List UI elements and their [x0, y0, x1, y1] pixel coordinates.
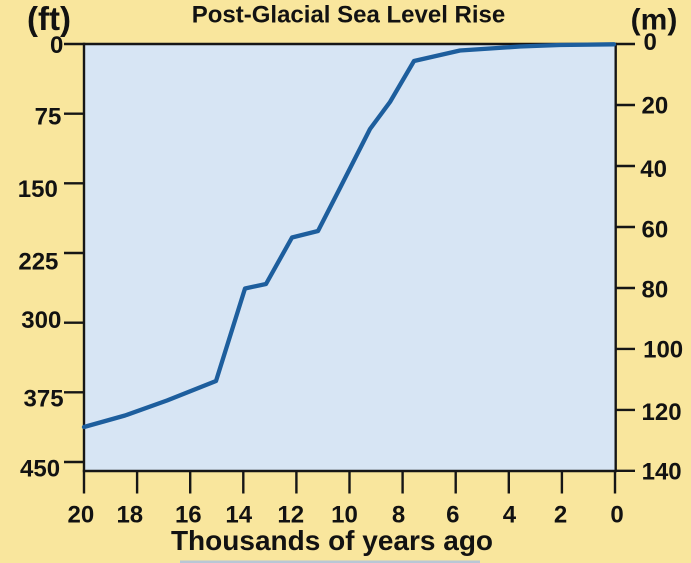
svg-text:225: 225 [18, 249, 58, 276]
svg-text:0: 0 [50, 32, 63, 59]
svg-text:140: 140 [642, 459, 682, 486]
svg-text:20: 20 [68, 502, 95, 529]
svg-text:4: 4 [503, 502, 517, 529]
svg-text:120: 120 [642, 399, 682, 426]
svg-text:14: 14 [225, 502, 252, 529]
svg-text:100: 100 [643, 337, 683, 364]
svg-text:75: 75 [35, 104, 62, 131]
svg-text:12: 12 [277, 502, 304, 529]
svg-text:80: 80 [642, 277, 669, 304]
svg-text:Post-Glacial Sea Level Rise: Post-Glacial Sea Level Rise [192, 2, 506, 29]
svg-text:300: 300 [21, 307, 61, 334]
svg-text:18: 18 [116, 502, 143, 529]
svg-text:Thousands of years ago: Thousands of years ago [171, 525, 493, 556]
svg-text:375: 375 [24, 386, 64, 413]
svg-text:0: 0 [610, 502, 623, 529]
svg-text:150: 150 [18, 176, 58, 203]
svg-text:16: 16 [175, 502, 202, 529]
svg-text:8: 8 [392, 502, 405, 529]
svg-text:40: 40 [640, 156, 667, 183]
svg-text:(m): (m) [631, 4, 678, 37]
svg-text:0: 0 [644, 29, 657, 56]
svg-text:450: 450 [20, 456, 60, 483]
svg-text:(ft): (ft) [27, 0, 71, 37]
svg-text:20: 20 [642, 93, 669, 120]
svg-text:6: 6 [446, 502, 459, 529]
svg-text:60: 60 [642, 217, 669, 244]
svg-text:2: 2 [554, 502, 567, 529]
svg-text:10: 10 [331, 502, 358, 529]
